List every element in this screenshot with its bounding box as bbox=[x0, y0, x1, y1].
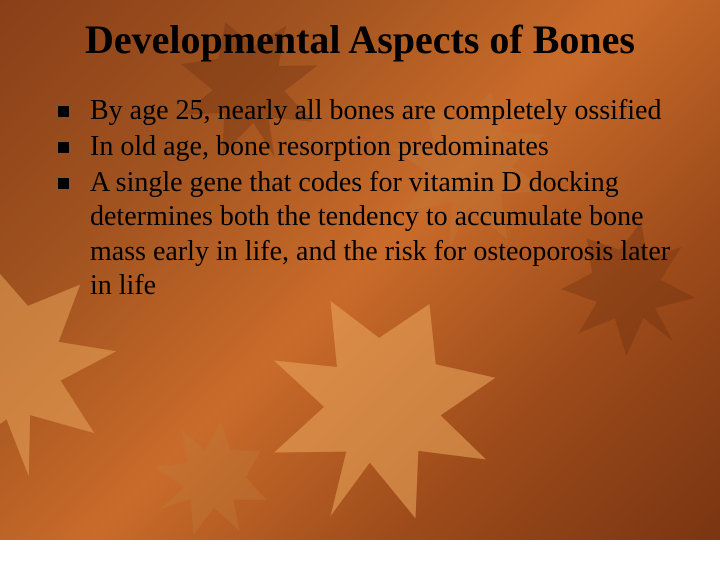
list-item: A single gene that codes for vitamin D d… bbox=[58, 166, 680, 303]
bullet-list: By age 25, nearly all bones are complete… bbox=[40, 94, 680, 303]
slide-content: Developmental Aspects of Bones By age 25… bbox=[0, 0, 720, 303]
bullet-square-icon bbox=[58, 106, 69, 117]
bullet-text: A single gene that codes for vitamin D d… bbox=[90, 167, 670, 300]
list-item: In old age, bone resorption predominates bbox=[58, 130, 680, 164]
slide-title: Developmental Aspects of Bones bbox=[40, 18, 680, 62]
slide: Developmental Aspects of Bones By age 25… bbox=[0, 0, 720, 540]
leaf-icon bbox=[121, 391, 299, 569]
bullet-square-icon bbox=[58, 178, 69, 189]
bullet-text: In old age, bone resorption predominates bbox=[90, 131, 549, 162]
list-item: By age 25, nearly all bones are complete… bbox=[58, 94, 680, 128]
bullet-text: By age 25, nearly all bones are complete… bbox=[90, 95, 661, 126]
bullet-square-icon bbox=[58, 142, 69, 153]
